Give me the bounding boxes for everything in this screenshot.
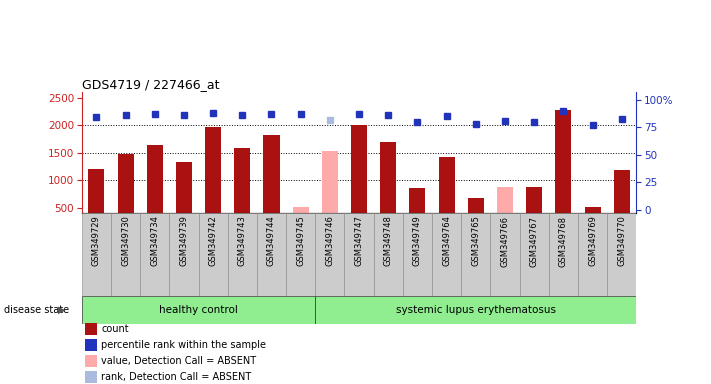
Text: value, Detection Call = ABSENT: value, Detection Call = ABSENT	[101, 356, 256, 366]
Text: GSM349765: GSM349765	[471, 215, 481, 266]
Text: healthy control: healthy control	[159, 305, 238, 315]
Bar	[82, 213, 111, 296]
Bar	[403, 213, 432, 296]
Text: ▶: ▶	[58, 305, 65, 315]
Text: GSM349768: GSM349768	[559, 215, 568, 266]
Bar	[85, 323, 97, 335]
Bar	[614, 170, 630, 235]
Text: GSM349767: GSM349767	[530, 215, 539, 266]
Bar	[380, 142, 396, 235]
Bar	[146, 145, 163, 235]
Bar	[286, 213, 315, 296]
Text: GSM349748: GSM349748	[384, 215, 392, 266]
Text: GSM349734: GSM349734	[150, 215, 159, 266]
Bar	[322, 151, 338, 235]
Text: GSM349770: GSM349770	[617, 215, 626, 266]
Bar	[117, 154, 134, 235]
Bar	[461, 213, 491, 296]
Bar	[85, 371, 97, 383]
Text: rank, Detection Call = ABSENT: rank, Detection Call = ABSENT	[101, 372, 252, 382]
Text: GSM349764: GSM349764	[442, 215, 451, 266]
Bar	[497, 187, 513, 235]
Text: GSM349746: GSM349746	[326, 215, 334, 266]
Text: count: count	[101, 324, 129, 334]
Bar	[228, 213, 257, 296]
Bar	[293, 207, 309, 235]
Bar	[555, 110, 572, 235]
Bar	[82, 296, 315, 324]
Bar	[315, 296, 636, 324]
Bar	[176, 162, 192, 235]
Bar	[432, 213, 461, 296]
Text: GSM349766: GSM349766	[501, 215, 510, 266]
Bar	[169, 213, 198, 296]
Text: systemic lupus erythematosus: systemic lupus erythematosus	[396, 305, 556, 315]
Bar	[344, 213, 374, 296]
Text: GSM349730: GSM349730	[121, 215, 130, 266]
Bar	[468, 198, 483, 235]
Bar	[85, 339, 97, 351]
Text: GSM349749: GSM349749	[413, 215, 422, 266]
Text: GDS4719 / 227466_at: GDS4719 / 227466_at	[82, 78, 219, 91]
Text: disease state: disease state	[4, 305, 69, 315]
Bar	[88, 169, 105, 235]
Bar	[264, 135, 279, 235]
Bar	[315, 213, 344, 296]
Bar	[607, 213, 636, 296]
Bar	[410, 189, 425, 235]
Bar	[374, 213, 403, 296]
Bar	[205, 127, 221, 235]
Bar	[491, 213, 520, 296]
Text: GSM349769: GSM349769	[588, 215, 597, 266]
Text: GSM349743: GSM349743	[237, 215, 247, 266]
Bar	[520, 213, 549, 296]
Bar	[526, 187, 542, 235]
Bar	[257, 213, 286, 296]
Text: GSM349742: GSM349742	[208, 215, 218, 266]
Bar	[439, 157, 454, 235]
Bar	[235, 148, 250, 235]
Bar	[351, 124, 367, 235]
Bar	[85, 356, 97, 367]
Text: GSM349744: GSM349744	[267, 215, 276, 266]
Bar	[111, 213, 140, 296]
Text: GSM349747: GSM349747	[355, 215, 363, 266]
Text: percentile rank within the sample: percentile rank within the sample	[101, 340, 266, 350]
Bar	[578, 213, 607, 296]
Bar	[140, 213, 169, 296]
Text: GSM349729: GSM349729	[92, 215, 101, 266]
Bar	[584, 207, 601, 235]
Text: GSM349739: GSM349739	[179, 215, 188, 266]
Text: GSM349745: GSM349745	[296, 215, 305, 266]
Bar	[198, 213, 228, 296]
Bar	[549, 213, 578, 296]
